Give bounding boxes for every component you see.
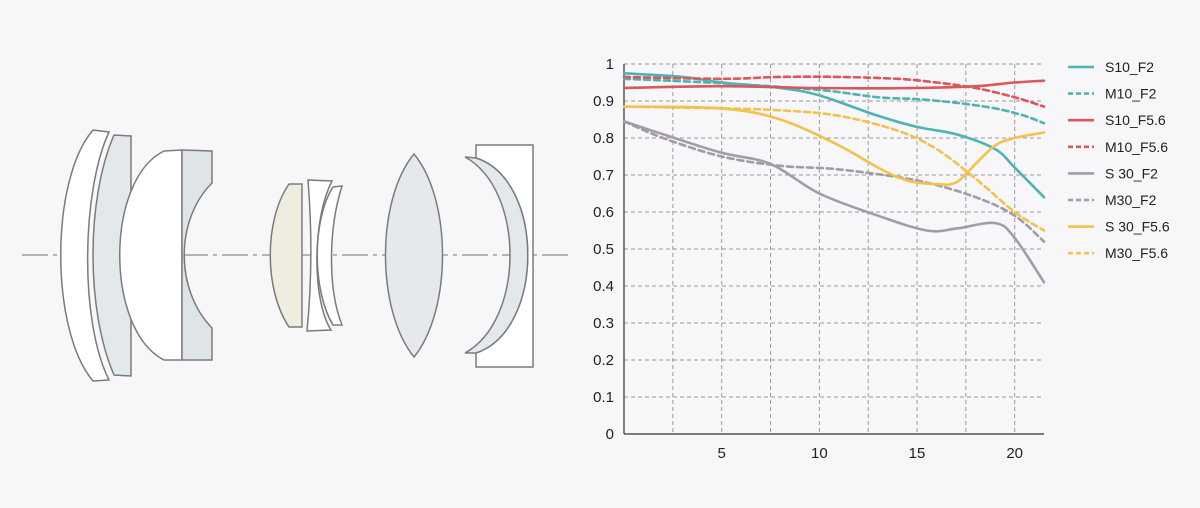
y-tick-label: 0.4 [593,278,614,295]
legend-label-m30-f5-6: M30_F5.6 [1105,245,1168,261]
x-tick-label: 20 [1006,445,1023,462]
x-tick-label: 15 [909,445,926,462]
y-tick-label: 0.9 [593,93,614,110]
y-tick-label: 0.1 [593,389,614,406]
chart-series [622,72,1046,284]
series-line-m30-f2 [622,120,1046,243]
legend-label-m10-f5-6: M10_F5.6 [1105,139,1168,155]
lens-element-4 [181,149,213,361]
chart-legend: S10_F2 M10_F2 S10_F5.6 M10_F5.6 S 30_F2 M30_F… [1068,59,1170,261]
lens-element-10 [464,156,529,354]
legend-label-m30-f2: M30_F2 [1105,192,1157,208]
series-line-m30-f5-6 [622,105,1046,232]
lens-element-1 [60,129,111,382]
lens-element-3 [119,149,183,361]
x-tick-label: 5 [718,445,726,462]
y-tick-label: 1 [606,56,614,73]
y-tick-label: 0.6 [593,204,614,221]
y-tick-label: 0.3 [593,315,614,332]
lens-element-5 [269,183,303,328]
y-tick-label: 0.7 [593,167,614,184]
series-line-s-30-f2 [622,120,1046,284]
lens-element-8 [384,152,444,359]
lens-element-7 [316,185,344,326]
series-line-m10-f2 [622,77,1046,125]
x-tick-label: 10 [811,445,828,462]
y-tick-label: 0.2 [593,352,614,369]
y-tick-label: 0 [606,426,614,443]
series-line-s10-f5-6 [622,79,1046,90]
chart-axes: 00.10.20.30.40.50.60.70.80.915 10 15 20 [593,56,1044,462]
legend-label-m10-f2: M10_F2 [1105,86,1157,102]
series-line-m10-f5-6 [622,75,1046,108]
legend-label-s10-f2: S10_F2 [1105,59,1154,75]
legend-label-s-30-f2: S 30_F2 [1105,165,1158,181]
chart-grid [624,63,1044,434]
legend-label-s10-f5-6: S10_F5.6 [1105,112,1166,128]
y-tick-label: 0.5 [593,241,614,258]
series-line-s-30-f5-6 [622,105,1046,187]
legend-label-s-30-f5-6: S 30_F5.6 [1105,219,1170,235]
lens-element-2 [92,134,132,377]
y-tick-label: 0.8 [593,130,614,147]
series-line-s10-f2 [622,72,1046,199]
